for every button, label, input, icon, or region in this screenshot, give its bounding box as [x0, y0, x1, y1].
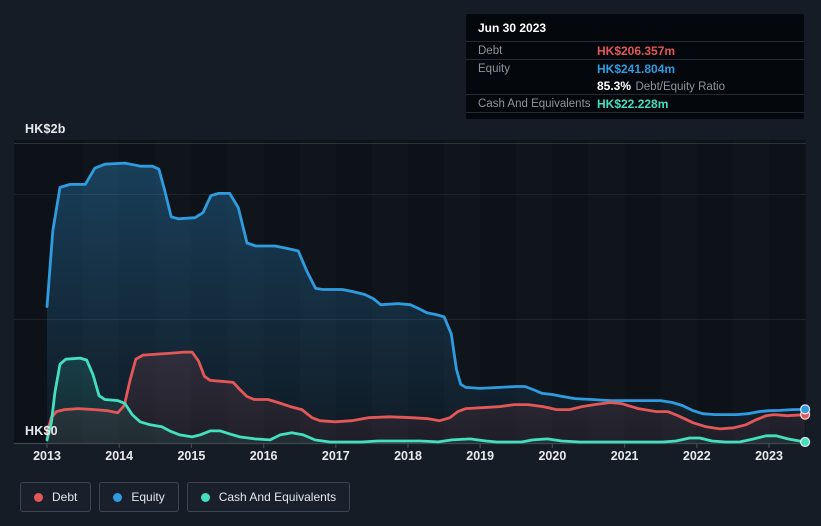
legend-cash-label: Cash And Equivalents: [218, 490, 337, 504]
y-axis-label-zero: HK$0: [25, 424, 58, 438]
x-axis-year-label: 2016: [249, 449, 278, 463]
x-axis-year-label: 2020: [538, 449, 567, 463]
legend-item-debt[interactable]: Debt: [20, 482, 92, 512]
chart-tooltip: Jun 30 2023 Debt HK$206.357m Equity HK$2…: [466, 14, 804, 119]
tooltip-cash-label: Cash And Equivalents: [478, 97, 591, 110]
x-axis-year-label: 2021: [610, 449, 639, 463]
tooltip-equity-label: Equity: [478, 62, 510, 75]
legend-item-cash[interactable]: Cash And Equivalents: [186, 482, 351, 512]
debt-dot-icon: [34, 492, 43, 502]
legend: Debt Equity Cash And Equivalents: [20, 482, 351, 512]
x-axis-year-label: 2017: [321, 449, 350, 463]
tooltip-debt-label: Debt: [478, 44, 503, 57]
equity-dot-icon: [113, 492, 123, 502]
tooltip-row-cash: Cash And Equivalents HK$22.228m: [466, 94, 804, 113]
x-axis-year-label: 2013: [33, 449, 61, 463]
tooltip-row-ratio: 85.3% Debt/Equity Ratio: [466, 77, 804, 94]
tooltip-ratio: 85.3% Debt/Equity Ratio: [597, 77, 792, 95]
x-axis-year-label: 2018: [394, 449, 422, 463]
y-axis-label-top: HK$2b: [25, 122, 66, 136]
tooltip-ratio-value: 85.3%: [597, 79, 632, 93]
tooltip-row-equity: Equity HK$241.804m: [466, 59, 804, 77]
x-axis-year-label: 2015: [177, 449, 206, 463]
legend-debt-label: Debt: [52, 490, 78, 504]
x-axis-year-label: 2014: [105, 449, 134, 463]
x-axis-year-label: 2019: [466, 449, 495, 463]
legend-equity-label: Equity: [131, 490, 165, 504]
tooltip-equity-value: HK$241.804m: [597, 61, 676, 76]
legend-item-equity[interactable]: Equity: [99, 482, 179, 512]
tooltip-ratio-label: Debt/Equity Ratio: [635, 81, 725, 93]
tooltip-debt-value: HK$206.357m: [597, 43, 676, 58]
tooltip-date: Jun 30 2023: [478, 21, 547, 35]
tooltip-row-debt: Debt HK$206.357m: [466, 41, 804, 59]
x-axis-year-label: 2023: [755, 449, 783, 463]
x-axis-year-label: 2022: [682, 449, 711, 463]
cash-dot-icon: [200, 492, 210, 502]
tooltip-cash-value: HK$22.228m: [597, 96, 669, 111]
